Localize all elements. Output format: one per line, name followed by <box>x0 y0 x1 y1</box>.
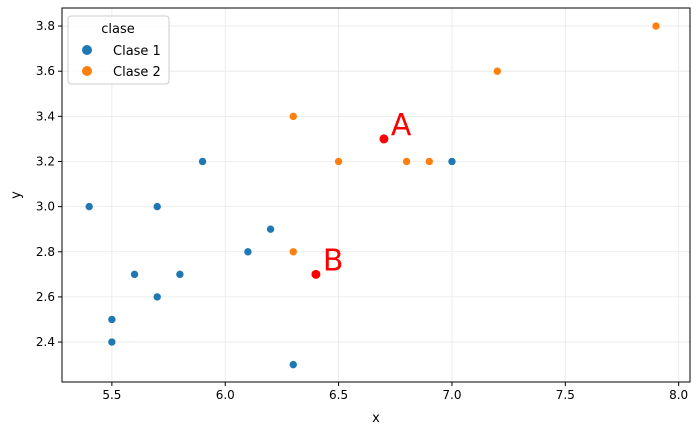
point-clase-2 <box>402 157 411 166</box>
point-clase-2 <box>288 112 298 121</box>
point-clase-2 <box>424 157 434 166</box>
point-clase-1 <box>84 202 94 211</box>
point-b <box>311 269 321 279</box>
annotation-b: B <box>323 243 344 278</box>
x-tick-label: 6.0 <box>216 388 235 402</box>
x-axis-label: x <box>372 411 380 426</box>
point-clase-1 <box>152 292 162 302</box>
point-clase-1 <box>107 337 117 347</box>
y-tick-label: 2.4 <box>36 335 55 349</box>
y-tick-label: 2.8 <box>36 245 55 259</box>
grid <box>62 8 690 382</box>
y-tick-label: 2.6 <box>36 290 55 304</box>
point-clase-1 <box>130 270 139 279</box>
point-clase-2 <box>651 21 661 31</box>
legend-label-clase-1: Clase 1 <box>113 44 161 59</box>
legend-title: clase <box>101 22 135 37</box>
axis-ticks: 5.5 6.0 6.5 7.0 7.5 8.0 2.4 2.6 2.8 3.0 3.2 3.4 3.6 3… <box>36 19 688 402</box>
legend-marker-clase-1 <box>82 45 92 55</box>
point-clase-2 <box>334 157 343 166</box>
point-clase-1 <box>175 270 185 279</box>
point-clase-1 <box>243 247 253 257</box>
x-tick-label: 6.5 <box>329 388 348 402</box>
data-points: AB <box>84 21 661 369</box>
y-axis-label: y <box>9 191 24 199</box>
point-a <box>379 134 389 144</box>
x-tick-label: 8.0 <box>669 388 688 402</box>
y-tick-label: 3.0 <box>36 200 55 214</box>
y-tick-label: 3.8 <box>36 19 55 33</box>
point-clase-1 <box>288 360 298 369</box>
point-clase-1 <box>198 157 207 166</box>
point-clase-1 <box>447 157 457 166</box>
legend: clase Clase 1 Clase 2 <box>67 15 170 85</box>
x-tick-label: 7.5 <box>556 388 575 402</box>
point-clase-2 <box>492 66 502 76</box>
y-tick-label: 3.2 <box>36 154 55 168</box>
legend-marker-clase-2 <box>82 66 92 76</box>
point-clase-1 <box>107 315 117 324</box>
x-tick-label: 5.5 <box>102 388 121 402</box>
annotation-a: A <box>391 108 412 143</box>
legend-label-clase-2: Clase 2 <box>113 65 161 80</box>
y-tick-label: 3.4 <box>36 109 55 123</box>
plot-frame <box>61 7 691 383</box>
point-clase-2 <box>288 247 298 257</box>
point-clase-1 <box>266 224 275 234</box>
point-clase-1 <box>152 202 162 211</box>
x-tick-label: 7.0 <box>442 388 461 402</box>
y-tick-label: 3.6 <box>36 64 55 78</box>
